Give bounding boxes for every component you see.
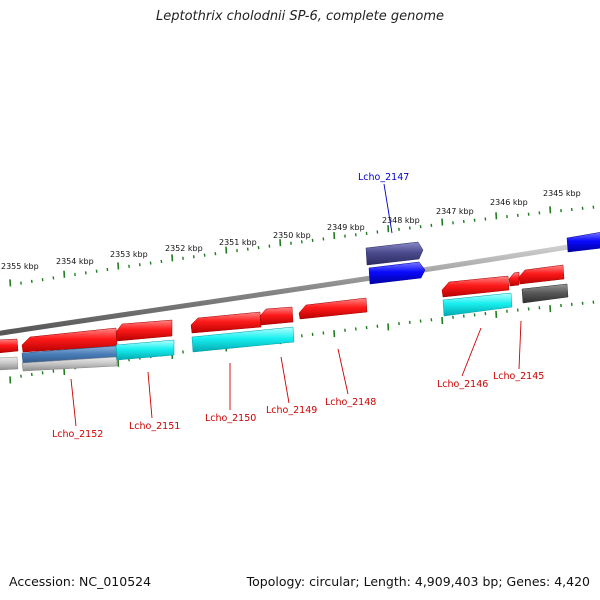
gene-feature-lcho-2145[interactable] — [518, 264, 565, 285]
leader-lcho-2145 — [518, 320, 522, 370]
gene-feature-lcho-2149[interactable] — [259, 306, 294, 326]
leader-lcho-2152 — [70, 378, 77, 427]
scale-label: 2349 kbp — [327, 223, 365, 232]
reverse-strand-lane-2 — [0, 283, 569, 372]
scale-label: 2348 kbp — [382, 216, 420, 225]
leader-lcho-2151 — [147, 371, 153, 419]
gene-label-lcho-2147[interactable]: Lcho_2147 — [358, 172, 409, 183]
scale-label: 2351 kbp — [219, 238, 257, 247]
map-title: Leptothrix cholodnii SP-6, complete geno… — [156, 9, 444, 24]
scale-label: 2346 kbp — [490, 198, 528, 207]
gene-feature-lcho-2147[interactable] — [365, 241, 424, 266]
genome-backbone — [0, 239, 600, 336]
gene-feature-blue[interactable] — [368, 261, 426, 285]
gene-feature-blue-edge[interactable] — [566, 232, 600, 253]
label-leaders — [70, 183, 522, 427]
scale-label: 2345 kbp — [543, 189, 581, 198]
reverse-strand-lane-1 — [0, 264, 565, 354]
gene-label-lcho-2151[interactable]: Lcho_2151 — [129, 421, 180, 432]
accession-label: Accession: NC_010524 — [9, 574, 152, 589]
scale-labels: 2355 kbp 2354 kbp 2353 kbp 2352 kbp 2351… — [1, 189, 581, 271]
gene-feature-left-light[interactable] — [0, 356, 19, 371]
forward-strand-lane-1 — [368, 232, 600, 285]
scale-label: 2354 kbp — [56, 257, 94, 266]
gene-feature-lcho-2151[interactable] — [115, 319, 173, 342]
gene-label-lcho-2148[interactable]: Lcho_2148 — [325, 397, 376, 408]
gene-label-lcho-2150[interactable]: Lcho_2150 — [205, 413, 256, 424]
gene-feature-left-edge[interactable] — [0, 338, 19, 354]
leader-lcho-2148 — [337, 348, 349, 395]
gene-feature-dark[interactable] — [521, 283, 569, 304]
gene-feature-cyan-2151[interactable] — [115, 339, 175, 361]
leader-lcho-2149 — [280, 356, 290, 404]
gene-feature-lcho-2146[interactable] — [441, 275, 510, 298]
leader-lcho-2147 — [383, 183, 393, 234]
outer-tick-ring — [9, 205, 595, 287]
scale-label: 2350 kbp — [273, 231, 311, 240]
scale-label: 2352 kbp — [165, 244, 203, 253]
gene-label-lcho-2145[interactable]: Lcho_2145 — [493, 371, 544, 382]
gene-label-lcho-2152[interactable]: Lcho_2152 — [52, 429, 103, 440]
gene-label-lcho-2146[interactable]: Lcho_2146 — [437, 379, 488, 390]
gene-labels: Lcho_2147 Lcho_2152 Lcho_2151 Lcho_2150 … — [52, 172, 544, 440]
gene-feature-cyan-2150[interactable] — [191, 326, 295, 353]
scale-label: 2353 kbp — [110, 250, 148, 259]
gene-feature-cyan-2146[interactable] — [442, 292, 513, 317]
gene-feature-small[interactable] — [508, 271, 520, 287]
gene-feature-lcho-2148[interactable] — [298, 297, 368, 320]
scale-label: 2347 kbp — [436, 207, 474, 216]
leader-lcho-2146 — [461, 327, 482, 377]
gene-feature-light[interactable] — [21, 356, 118, 372]
gene-feature-lcho-2150[interactable] — [190, 311, 262, 334]
scale-label: 2355 kbp — [1, 262, 39, 271]
forward-strand-lane-2 — [365, 241, 424, 266]
genome-summary: Topology: circular; Length: 4,909,403 bp… — [246, 574, 590, 589]
gene-label-lcho-2149[interactable]: Lcho_2149 — [266, 405, 317, 416]
